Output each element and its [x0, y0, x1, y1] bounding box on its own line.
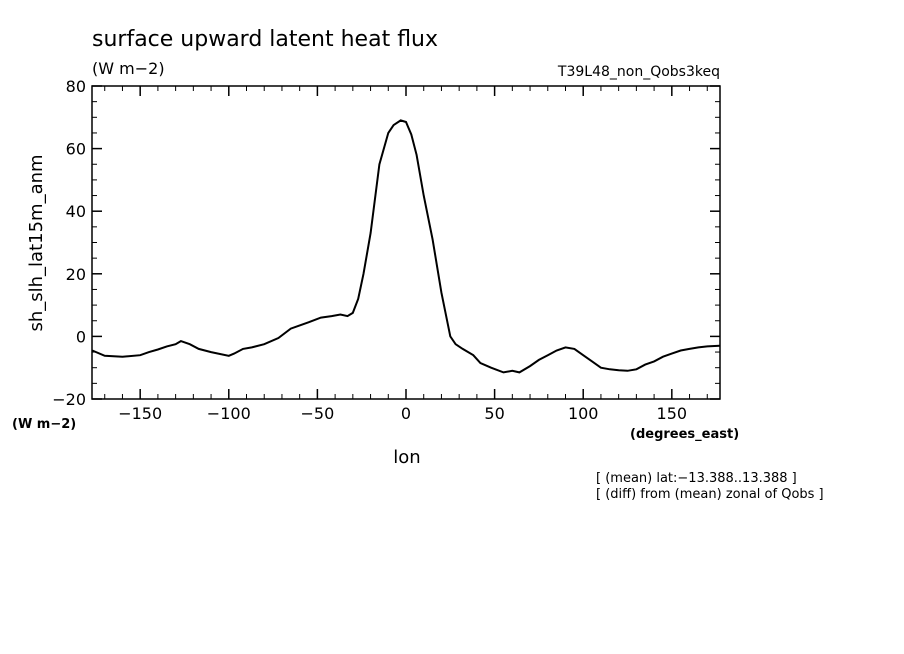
y-axis-units: (W m−2) [12, 417, 76, 432]
x-tick-label: 100 [568, 404, 599, 423]
note-diff: [ (diff) from (mean) zonal of Qobs ] [596, 487, 824, 502]
x-axis-ticks: −150 −100 −50 0 50 100 150 [118, 86, 687, 423]
y-tick-label: −20 [52, 390, 86, 409]
x-tick-label: 50 [484, 404, 504, 423]
plot-frame [91, 85, 721, 400]
x-tick-label: 150 [657, 404, 688, 423]
run-label: T39L48_non_Qobs3keq [557, 64, 720, 80]
y-minor-ticks [92, 101, 720, 384]
y-tick-label: 60 [66, 140, 86, 159]
plot-border [91, 85, 721, 400]
chart-title: surface upward latent heat flux [92, 27, 438, 52]
note-lat-range: [ (mean) lat:−13.388..13.388 ] [596, 471, 797, 486]
x-axis-units: (degrees_east) [630, 427, 739, 442]
x-axis-label: lon [393, 447, 420, 468]
y-tick-label: 80 [66, 77, 86, 96]
y-tick-label: 20 [66, 265, 86, 284]
y-tick-label: 0 [76, 327, 86, 346]
series-line [91, 119, 720, 374]
x-tick-label: −150 [118, 404, 162, 423]
x-minor-ticks [104, 86, 708, 399]
y-axis-ticks: −20 0 20 40 60 80 [52, 77, 720, 409]
chart-units: (W m−2) [92, 59, 165, 78]
y-axis-label: sh_slh_lat15m_anm [26, 154, 47, 331]
x-tick-label: 0 [401, 404, 411, 423]
x-tick-label: −100 [207, 404, 251, 423]
x-tick-label: −50 [301, 404, 335, 423]
y-tick-label: 40 [66, 202, 86, 221]
